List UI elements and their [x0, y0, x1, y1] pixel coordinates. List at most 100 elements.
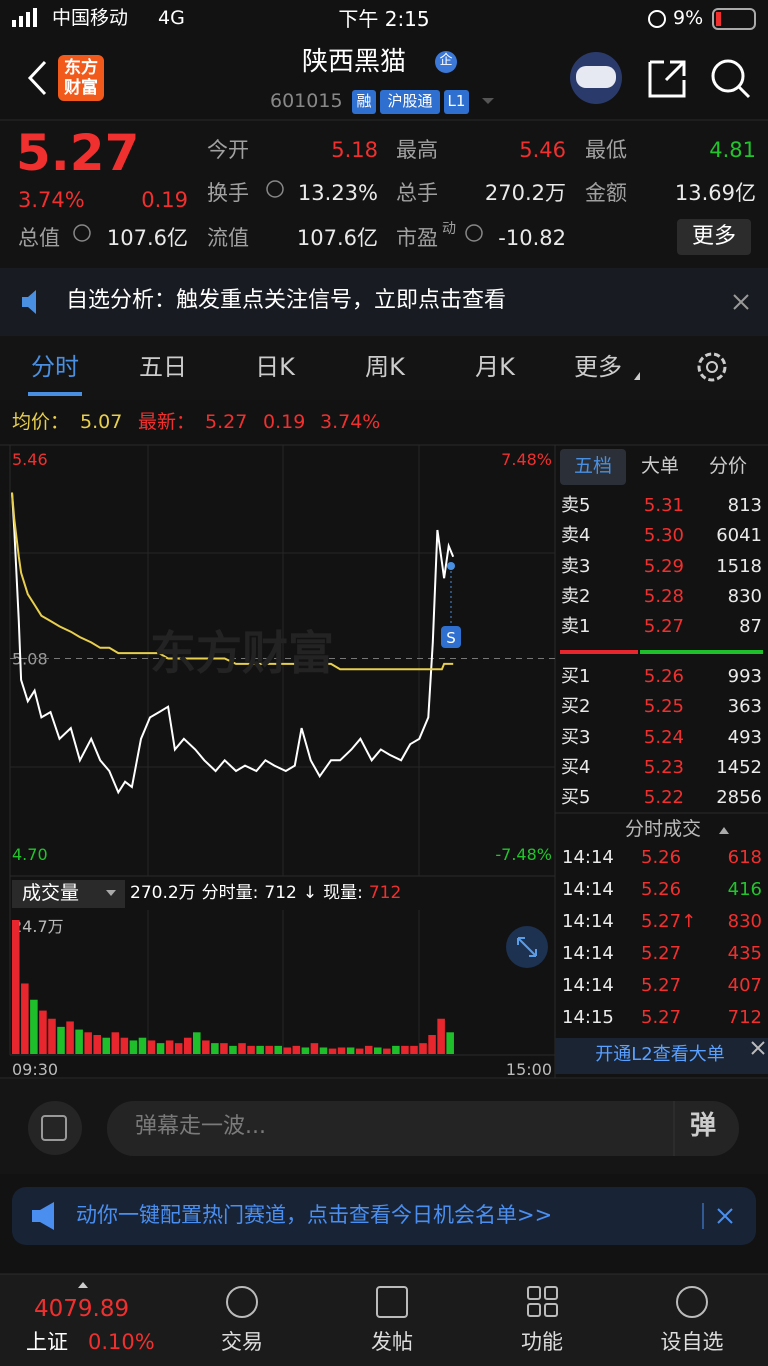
close-icon[interactable] [751, 1041, 765, 1055]
volume-bar [401, 1045, 409, 1054]
volume-bar [211, 1043, 219, 1054]
index-pct[interactable]: 0.10% [88, 1330, 155, 1354]
trade-price: 5.27 [641, 943, 682, 964]
function-icon[interactable] [527, 1286, 541, 1300]
volume-bar [283, 1047, 292, 1054]
search-icon[interactable] [711, 59, 745, 93]
volume-bar [392, 1045, 400, 1054]
volume-bar [410, 1045, 418, 1054]
stock-name: 陕西黑猫 [301, 47, 406, 77]
volume-select-bg[interactable] [12, 880, 125, 908]
danmaku-icon [41, 1115, 67, 1141]
comment-input[interactable] [107, 1101, 739, 1156]
y2-tick-label: 7.48% [501, 450, 552, 469]
ad-text[interactable]: 动你一键配置热门赛道，点击查看今日机会名单>> [76, 1203, 553, 1227]
tag-bg [352, 90, 376, 114]
index-name[interactable]: 上证 [26, 1330, 68, 1354]
field-sup: 动 [442, 221, 456, 237]
trade-icon[interactable] [226, 1286, 258, 1318]
book-label: 卖2 [561, 585, 591, 607]
field-label: 今开 [207, 138, 249, 162]
battery-level [716, 12, 721, 26]
tab[interactable]: 更多 [574, 353, 622, 381]
book-label: 买2 [561, 696, 591, 718]
field-value: 5.46 [519, 138, 566, 162]
book-price: 5.26 [643, 666, 684, 687]
field-label: 最低 [585, 138, 627, 162]
field-value: 13.69亿 [674, 181, 756, 205]
l2-link[interactable]: 开通L2查看大单 [595, 1044, 725, 1065]
more-button[interactable] [677, 219, 751, 255]
nav-item[interactable]: 功能 [521, 1330, 563, 1354]
nav-item[interactable]: 发帖 [371, 1330, 413, 1354]
info-icon[interactable] [266, 180, 284, 198]
danmaku-toggle[interactable] [28, 1101, 82, 1155]
comment-placeholder: 弹幕走一波... [135, 1114, 266, 1139]
trade-volume: 618 [727, 847, 762, 868]
volume-bar [301, 1047, 310, 1054]
ad-bg[interactable] [12, 1187, 756, 1245]
book-tab[interactable]: 分价 [708, 455, 748, 477]
l2-bg [555, 1038, 768, 1074]
y-tick-label: 5.46 [12, 450, 48, 469]
index-value[interactable]: 4079.89 [34, 1296, 130, 1322]
book-tab[interactable]: 五档 [573, 455, 613, 477]
tab[interactable]: 分时 [31, 353, 79, 381]
nav-item[interactable]: 设自选 [660, 1330, 724, 1354]
tabs-bg [0, 336, 768, 400]
volume-bar [220, 1043, 228, 1054]
volume-bar [111, 1032, 120, 1054]
settings-icon[interactable] [697, 352, 727, 382]
notice-bg [0, 268, 768, 336]
alarm-icon [648, 10, 666, 28]
y-tick-label: 5.08 [12, 650, 48, 669]
tab[interactable]: 五日 [139, 353, 187, 381]
volume-bar [383, 1048, 391, 1054]
volume-bar [229, 1045, 237, 1054]
close-icon[interactable] [733, 294, 749, 310]
s-marker[interactable] [441, 626, 461, 648]
book-volume: 813 [727, 495, 762, 516]
tab[interactable]: 月K [475, 353, 515, 381]
notice-text[interactable]: 自选分析：触发重点关注信号，立即点击查看 [66, 288, 507, 313]
book-volume: 830 [727, 585, 762, 607]
book-label: 买3 [561, 726, 591, 748]
danmaku-button[interactable]: 弹 [690, 1111, 717, 1141]
info-icon[interactable] [73, 224, 91, 242]
book-price: 5.25 [643, 696, 684, 718]
y2-tick-label: -7.48% [495, 845, 552, 864]
tab[interactable]: 周K [365, 353, 405, 381]
tab-bg [560, 449, 626, 485]
book-tab[interactable]: 大单 [640, 455, 680, 477]
logo-bg [58, 55, 104, 101]
close-icon[interactable] [717, 1208, 733, 1224]
field-value: 107.6亿 [296, 226, 378, 250]
more-text[interactable]: 更多 [691, 224, 736, 249]
volume-bar [57, 1026, 65, 1054]
ask-bar [560, 650, 638, 654]
volume-label[interactable]: 成交量 [22, 882, 80, 904]
trade-time: 14:14 [562, 847, 614, 868]
back-icon[interactable] [27, 60, 47, 96]
post-icon[interactable] [376, 1286, 408, 1318]
function-icon [544, 1303, 558, 1317]
volume-bar [165, 1040, 174, 1054]
nav-item[interactable]: 交易 [221, 1330, 263, 1354]
info-icon[interactable] [465, 224, 483, 242]
logo[interactable]: 东方财富 [64, 58, 98, 98]
trade-time: 14:14 [562, 911, 614, 932]
tab[interactable]: 日K [255, 353, 295, 381]
battery-text: 9% [673, 7, 704, 29]
volume-bar [156, 1043, 165, 1054]
watchlist-icon[interactable] [676, 1286, 708, 1318]
dropdown-icon[interactable] [482, 98, 494, 104]
field-label: 总手 [396, 181, 438, 205]
volume-bar [319, 1047, 328, 1054]
book-volume: 6041 [716, 525, 762, 547]
tag: 融 [356, 92, 372, 110]
field-value: 107.6亿 [106, 226, 188, 250]
share-icon[interactable] [648, 60, 686, 98]
trade-volume: 416 [727, 879, 762, 900]
arrow: ↓ [302, 883, 318, 903]
settings-icon [706, 361, 718, 373]
